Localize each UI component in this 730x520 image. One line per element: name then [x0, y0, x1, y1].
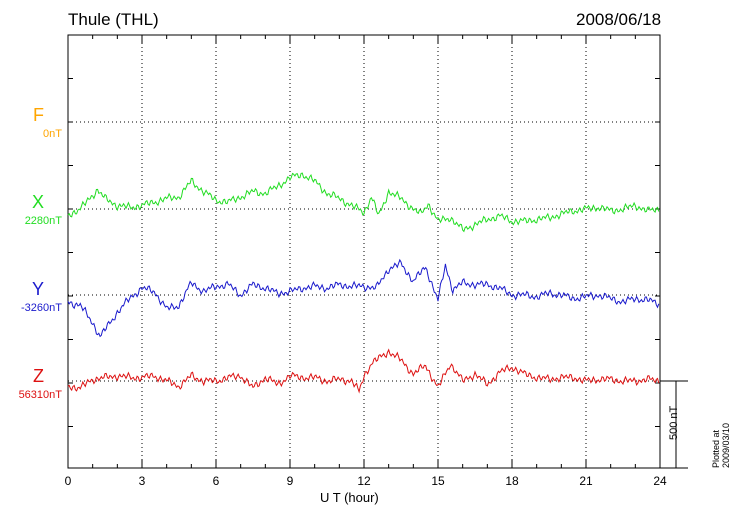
- x-tick-label: 3: [139, 474, 146, 488]
- x-tick-label: 12: [357, 474, 371, 488]
- x-tick-label: 6: [213, 474, 220, 488]
- scale-bar-label: 500 nT: [668, 405, 680, 440]
- component-label-y: Y: [31, 279, 44, 299]
- series-line-x: [67, 172, 660, 233]
- x-tick-label: 0: [65, 474, 72, 488]
- component-label-f: F: [33, 105, 44, 125]
- grid-lines: [68, 35, 660, 468]
- x-tick-label: 24: [653, 474, 667, 488]
- x-tick-labels: 0 3 6 9 12 15 18 21 24: [65, 474, 667, 488]
- series-line-y: [67, 258, 660, 338]
- x-axis-label: U T (hour): [320, 490, 379, 505]
- baseline-label-f: 0nT: [43, 128, 62, 140]
- plotted-timestamp: Plotted at 2009/03/10 03:23 UT: [711, 422, 730, 468]
- x-tick-label: 21: [579, 474, 593, 488]
- x-tick-label: 15: [431, 474, 445, 488]
- x-tick-label: 9: [287, 474, 294, 488]
- axis-ticks: [67, 34, 661, 468]
- baseline-label-x: 2280nT: [24, 215, 62, 227]
- scale-bar: [660, 380, 688, 469]
- series-line-z: [67, 348, 660, 394]
- station-title: Thule (THL): [68, 10, 159, 29]
- baseline-label-z: 56310nT: [18, 389, 62, 401]
- series-curves: [67, 172, 660, 394]
- x-tick-label: 18: [505, 474, 519, 488]
- component-label-z: Z: [33, 366, 44, 386]
- plot-date: 2008/06/18: [576, 10, 662, 29]
- component-label-x: X: [31, 192, 44, 212]
- baseline-label-y: -3260nT: [21, 302, 62, 314]
